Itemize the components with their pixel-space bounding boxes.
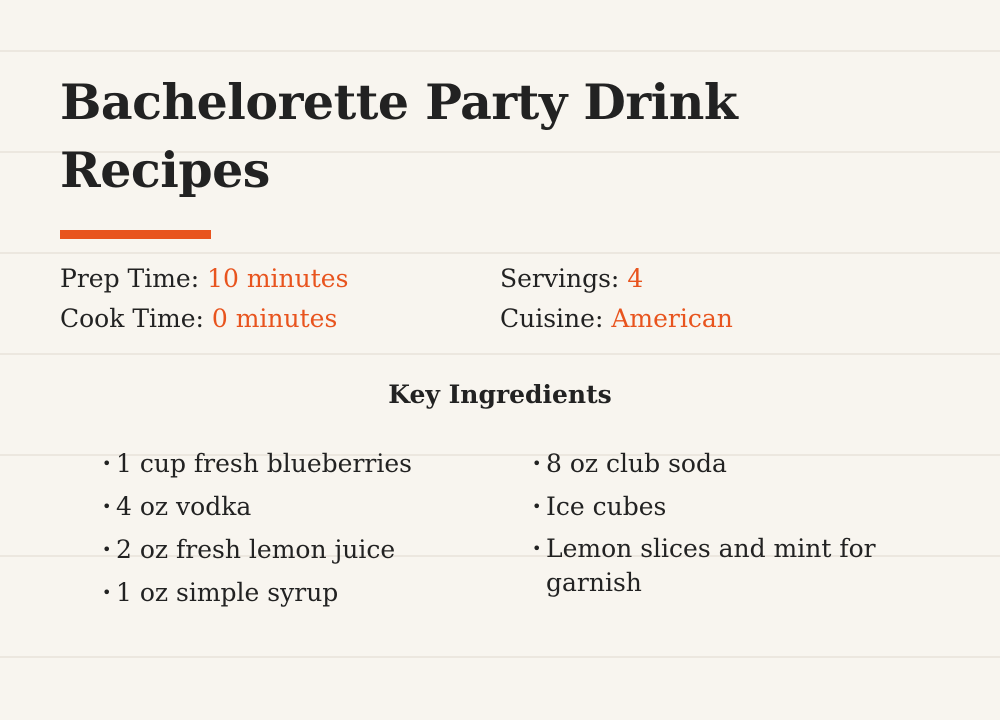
cuisine: Cuisine: American	[500, 299, 733, 339]
cook-time: Cook Time: 0 minutes	[60, 299, 348, 339]
servings: Servings: 4	[500, 259, 733, 299]
servings-value: 4	[627, 264, 644, 293]
ingredient-item: 8 oz club soda	[532, 446, 912, 482]
ingredient-item: 2 oz fresh lemon juice	[102, 532, 482, 568]
cook-time-value: 0 minutes	[211, 304, 338, 333]
ingredients-list-left: 1 cup fresh blueberries 4 oz vodka 2 oz …	[102, 446, 482, 618]
ingredient-item: Lemon slices and mint for garnish	[532, 532, 886, 600]
cuisine-label: Cuisine:	[500, 304, 604, 333]
ingredient-item: Ice cubes	[532, 489, 912, 525]
ingredient-item: 1 cup fresh blueberries	[102, 446, 482, 482]
cuisine-value: American	[611, 304, 733, 333]
ingredients-list-right: 8 oz club soda Ice cubes Lemon slices an…	[532, 446, 912, 607]
ingredient-item: 4 oz vodka	[102, 489, 482, 525]
servings-label: Servings:	[500, 264, 620, 293]
recipe-times: Prep Time: 10 minutes Cook Time: 0 minut…	[60, 259, 348, 339]
accent-divider	[60, 230, 211, 239]
prep-time-label: Prep Time:	[60, 264, 200, 293]
cook-time-label: Cook Time:	[60, 304, 204, 333]
recipe-title: Bachelorette Party Drink Recipes	[60, 73, 738, 199]
prep-time: Prep Time: 10 minutes	[60, 259, 348, 299]
ingredient-item: 1 oz simple syrup	[102, 575, 482, 611]
ingredients-heading: Key Ingredients	[388, 380, 612, 409]
prep-time-value: 10 minutes	[207, 264, 349, 293]
recipe-info: Servings: 4 Cuisine: American	[500, 259, 733, 339]
